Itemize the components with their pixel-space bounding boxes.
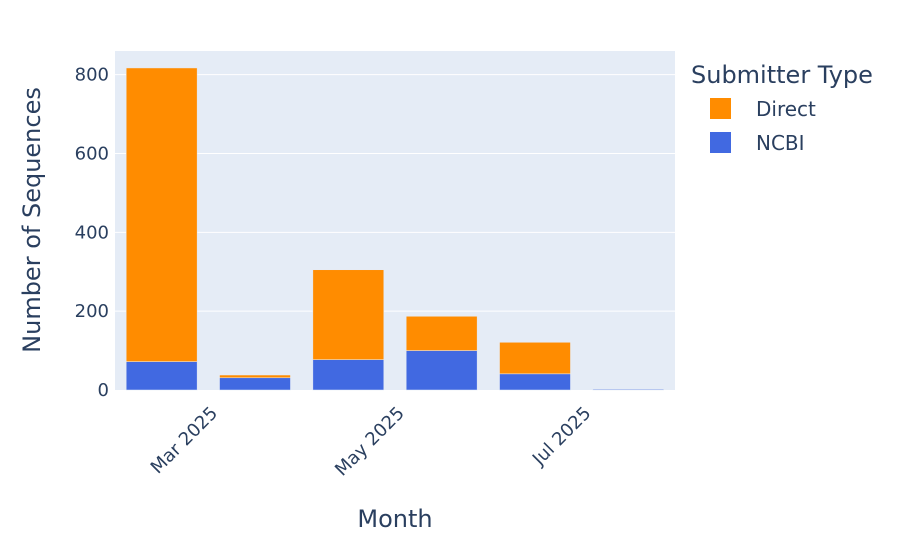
x-tick-label-1: May 2025 [331,403,409,481]
y-tick-label-3: 600 [75,143,109,164]
y-axis-title: Number of Sequences [18,87,46,353]
bar-direct-2025-06[interactable] [499,342,571,375]
x-tick-label-0: Mar 2025 [147,403,222,478]
y-axis-ticks: 0 200 400 600 800 [75,65,109,401]
x-axis-ticks: Mar 2025 May 2025 Jul 2025 [147,403,596,481]
legend: Submitter Type Direct NCBI [691,61,873,155]
y-tick-label-0: 0 [98,380,109,401]
bar-direct-2025-03[interactable] [219,374,291,379]
bar-direct-2025-02[interactable] [125,67,198,362]
bars[interactable] [125,67,665,391]
bar-ncbi-2025-04[interactable] [312,359,385,391]
legend-items[interactable]: Direct NCBI [710,97,816,155]
legend-swatch-ncbi[interactable] [710,132,731,153]
plot-area [115,51,675,390]
gridlines [115,74,675,312]
bar-ncbi-2025-03[interactable] [219,377,291,391]
bar-ncbi-2025-02[interactable] [125,361,198,391]
bar-ncbi-2025-07[interactable] [592,388,665,391]
bar-ncbi-2025-05[interactable] [405,350,478,391]
y-tick-label-2: 400 [75,222,109,243]
bar-direct-2025-04[interactable] [312,269,385,360]
x-axis-title: Month [357,505,432,533]
legend-label-direct[interactable]: Direct [756,97,816,121]
y-tick-label-1: 200 [75,301,109,322]
legend-label-ncbi[interactable]: NCBI [756,131,805,155]
legend-swatch-direct[interactable] [710,98,731,119]
x-tick-label-2: Jul 2025 [528,403,595,470]
y-tick-label-4: 800 [75,65,109,86]
bar-direct-2025-05[interactable] [405,316,478,351]
legend-title: Submitter Type [691,61,873,89]
bar-ncbi-2025-06[interactable] [499,373,571,391]
